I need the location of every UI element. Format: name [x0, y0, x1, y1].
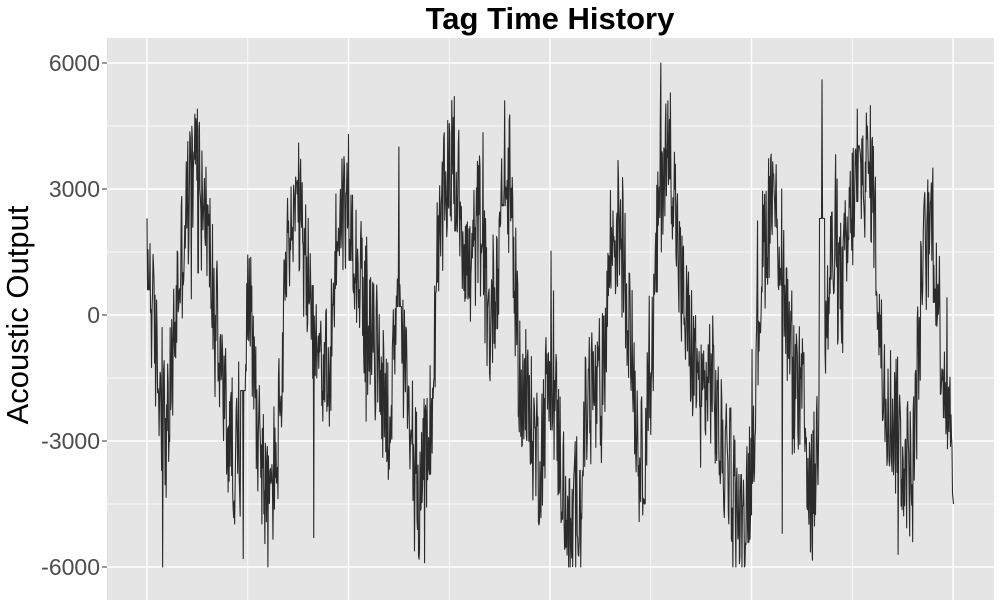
y-tick-label: -3000 [41, 428, 100, 454]
y-tick-label: 6000 [49, 50, 100, 76]
series-layer [146, 62, 955, 568]
chart-title: Tag Time History [426, 1, 675, 36]
y-axis-label: Acoustic Output [0, 205, 35, 424]
series-line-0 [146, 62, 955, 568]
y-tick-label: 3000 [49, 176, 100, 202]
y-axis-ticks: 6000 3000 0 -3000 -6000 [41, 50, 107, 580]
y-tick-label: 0 [87, 302, 100, 328]
y-tick-label: -6000 [41, 554, 100, 580]
